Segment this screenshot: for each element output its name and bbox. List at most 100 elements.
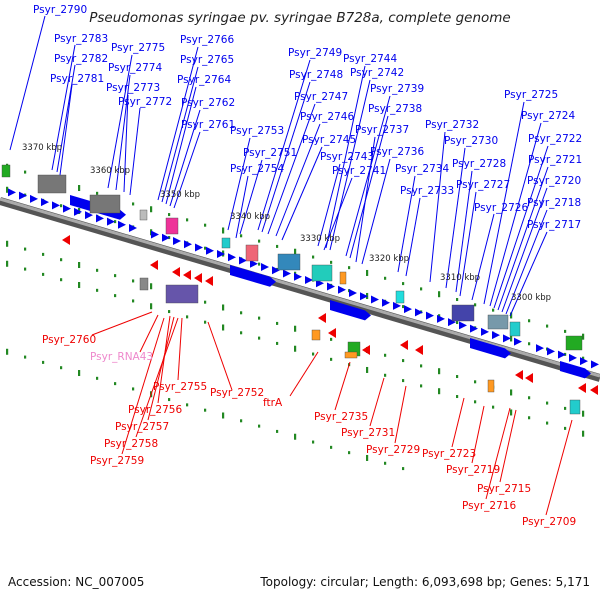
tick-mark [258, 424, 261, 428]
gene-label: Psyr_2758 [104, 438, 158, 450]
tick-mark [96, 268, 99, 272]
gene-label: Psyr_2741 [332, 165, 386, 177]
label-leader-line [545, 419, 573, 516]
gene-label: Psyr_2766 [180, 34, 234, 46]
forward-gene-arrow [371, 295, 379, 304]
gene-label: Psyr_2754 [230, 163, 284, 175]
forward-gene-arrow [228, 253, 236, 262]
gene-label: Psyr_2738 [368, 103, 422, 115]
tick-mark [492, 405, 495, 409]
label-leader-line [459, 191, 477, 297]
tick-mark [6, 348, 9, 355]
tick-mark [330, 445, 333, 449]
tick-mark [96, 376, 99, 380]
forward-gene-arrow [536, 344, 544, 353]
tick-mark [546, 401, 549, 405]
tick-mark [204, 246, 207, 250]
reverse-gene-arrow [525, 373, 533, 383]
tick-mark [132, 202, 135, 206]
reverse-gene-arrow [194, 273, 202, 283]
tick-mark [348, 451, 351, 455]
label-leader-line [405, 197, 421, 277]
gene-feature-box [139, 277, 149, 291]
label-leader-line [51, 44, 76, 171]
reverse-gene-arrow [415, 345, 423, 355]
gene-label: Psyr_2783 [54, 33, 108, 45]
label-leader-line [429, 131, 446, 283]
gene-label: Psyr_2720 [527, 175, 581, 187]
tick-mark [258, 336, 261, 340]
reverse-gene-arrow [172, 267, 180, 277]
gene-feature-box [339, 271, 347, 285]
tick-mark [186, 403, 189, 407]
forward-gene-arrow [569, 353, 577, 362]
tick-mark [312, 255, 315, 259]
gene-label: Psyr_2781 [50, 73, 104, 85]
tick-mark [456, 375, 459, 379]
forward-gene-arrow [74, 207, 82, 216]
tick-mark [150, 283, 153, 290]
forward-gene-arrow [305, 275, 313, 284]
kbp-tick-label: 3310 kbp [440, 273, 480, 283]
forward-gene-arrow [85, 211, 93, 220]
forward-gene-arrow [8, 188, 16, 197]
tick-mark [150, 303, 153, 310]
label-leader-line [499, 409, 517, 483]
gene-label: Psyr_2735 [314, 411, 368, 423]
label-leader-line [493, 145, 549, 309]
tick-mark [402, 282, 405, 286]
forward-gene-arrow [591, 360, 599, 369]
forward-gene-arrow [173, 237, 181, 246]
gene-label: Psyr_2757 [115, 421, 169, 433]
gene-feature-box [277, 253, 301, 271]
label-leaders [9, 15, 573, 516]
tick-mark [456, 395, 459, 399]
label-leader-line [239, 159, 263, 235]
gene-feature-box [165, 284, 199, 304]
tick-mark [420, 287, 423, 291]
tick-mark [78, 282, 81, 289]
forward-gene-arrow [558, 350, 566, 359]
forward-gene-arrow [19, 191, 27, 200]
tick-mark [438, 291, 441, 298]
gene-label: Psyr_2756 [128, 404, 182, 416]
reverse-gene-arrow [515, 370, 523, 380]
tick-mark [384, 461, 387, 465]
gene-label: Psyr_2782 [54, 53, 108, 65]
gene-label: Psyr_2734 [395, 163, 449, 175]
tick-mark [240, 419, 243, 423]
label-leader-line [329, 79, 371, 251]
tick-mark [420, 384, 423, 388]
kbp-tick-label: 3330 kbp [300, 234, 340, 244]
forward-gene-arrow [239, 256, 247, 265]
reverse-gene-labels: Psyr_2760 Psyr_RNA43 Psyr_2755 Psyr_2752… [42, 334, 576, 528]
tick-mark [294, 433, 297, 440]
map-title: Pseudomonas syringae pv. syringae B728a,… [89, 10, 511, 26]
label-leader-line [157, 46, 199, 201]
forward-gene-arrow [184, 240, 192, 249]
tick-mark [222, 324, 225, 331]
forward-gene-arrow [349, 288, 357, 297]
label-leader-line [261, 81, 311, 233]
gene-label: Psyr_2746 [300, 111, 354, 123]
gene-feature-box [395, 290, 405, 304]
label-leader-line [281, 146, 323, 241]
tick-mark [528, 416, 531, 420]
forward-gene-arrow [360, 292, 368, 301]
label-leader-line [471, 405, 485, 464]
tick-mark [438, 368, 441, 375]
label-leader-line [345, 95, 391, 257]
tick-mark [420, 364, 423, 368]
tick-mark [582, 430, 585, 437]
gene-label: Psyr_2719 [446, 464, 500, 476]
reverse-gene-arrow [205, 276, 213, 286]
forward-gene-arrow [404, 305, 412, 314]
gene-label: Psyr_2775 [111, 42, 165, 54]
forward-gene-arrow [437, 314, 445, 323]
forward-gene-labels: Psyr_2790 Psyr_2783 Psyr_2782 Psyr_2781 … [33, 4, 582, 231]
tick-mark [474, 380, 477, 384]
tick-mark [402, 359, 405, 363]
reverse-gene-arrow [400, 340, 408, 350]
label-leader-line [123, 94, 129, 193]
label-leader-line [501, 187, 548, 313]
